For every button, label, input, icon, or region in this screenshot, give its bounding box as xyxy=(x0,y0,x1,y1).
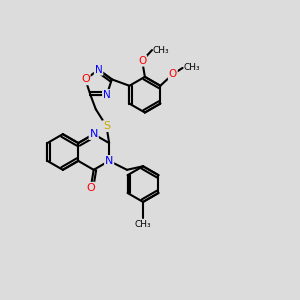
Text: O: O xyxy=(86,183,95,193)
Text: N: N xyxy=(89,129,98,139)
Text: N: N xyxy=(105,156,113,166)
Text: N: N xyxy=(103,90,111,100)
Text: CH₃: CH₃ xyxy=(184,63,200,72)
Text: N: N xyxy=(95,65,103,75)
Text: O: O xyxy=(138,56,146,66)
Text: S: S xyxy=(103,121,110,131)
Text: O: O xyxy=(81,74,90,84)
Text: O: O xyxy=(169,69,177,79)
Text: CH₃: CH₃ xyxy=(135,220,151,229)
Text: CH₃: CH₃ xyxy=(153,46,169,55)
